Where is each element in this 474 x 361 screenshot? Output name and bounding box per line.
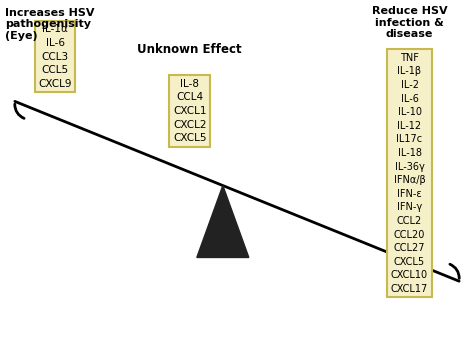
Text: Unknown Effect: Unknown Effect [137, 43, 242, 56]
Text: TNF
IL-1β
IL-2
IL-6
IL-10
IL-12
IL17c
IL-18
IL-36γ
IFNα/β
IFN-ε
IFN-γ
CCL2
CCL20: TNF IL-1β IL-2 IL-6 IL-10 IL-12 IL17c IL… [391, 53, 428, 294]
Text: Reduce HSV
infection &
disease: Reduce HSV infection & disease [372, 6, 447, 39]
Text: Increases HSV
pathogenisity
(Eye): Increases HSV pathogenisity (Eye) [5, 8, 95, 41]
Polygon shape [197, 186, 249, 257]
Text: IL-1α
IL-6
CCL3
CCL5
CXCL9: IL-1α IL-6 CCL3 CCL5 CXCL9 [38, 24, 72, 89]
Text: IL-8
CCL4
CXCL1
CXCL2
CXCL5: IL-8 CCL4 CXCL1 CXCL2 CXCL5 [173, 79, 207, 143]
